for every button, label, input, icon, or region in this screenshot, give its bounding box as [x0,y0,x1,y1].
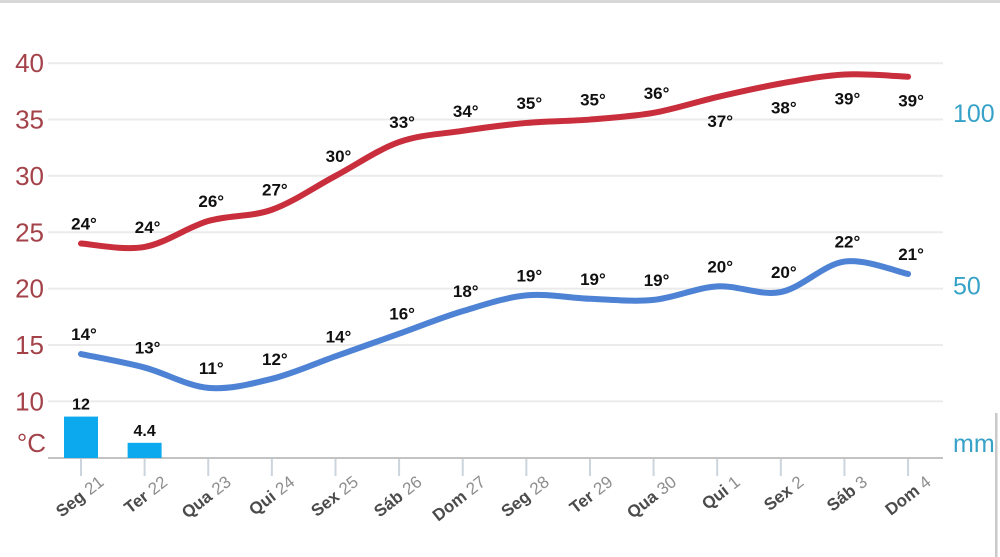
day-name: Qua [178,487,216,523]
x-axis-day-label: Ter22 [121,472,171,517]
day-name: Ter [121,487,153,518]
day-number: 28 [526,472,553,499]
min-temp-label: 21° [898,245,924,264]
day-name: Seg [498,487,534,521]
x-axis-day-label: Seg28 [498,472,553,521]
x-axis-day-label: Qui24 [245,472,298,519]
day-number: 30 [653,472,680,499]
max-temp-label: 34° [453,102,479,121]
x-axis-day-label: Qua23 [178,472,235,522]
day-number: 23 [208,472,235,499]
vertical-scrollbar-thumb[interactable] [995,413,998,557]
day-name: Sex [308,487,344,521]
max-temp-label: 36° [644,84,670,103]
day-number: 29 [590,472,617,499]
y-axis-right-tick-label: 100 [953,100,995,128]
max-temp-label: 26° [198,192,224,211]
day-number: 27 [463,472,490,499]
x-axis-day-label: Seg21 [52,472,107,521]
precip-bar [127,442,162,458]
min-temp-line [78,258,912,392]
y-axis-left-tick-label: 40 [15,48,44,78]
y-axis-left-tick-label: 35 [15,105,44,135]
x-axis-day-label: Dom4 [882,472,935,519]
min-temp-label: 22° [835,233,861,252]
min-temp-label: 13° [135,339,161,358]
min-temp-label: 19° [644,271,670,290]
x-axis-day-label: Sáb3 [823,472,871,515]
x-axis-day-label: Qui1 [698,472,743,513]
min-temp-label: 20° [771,263,797,282]
day-name: Sáb [823,481,859,515]
max-temp-label: 24° [71,215,97,234]
max-temp-label: 24° [135,218,161,237]
y-axis-left-unit: °C [17,428,46,458]
day-name: Ter [566,487,598,518]
y-axis-left-tick-label: 30 [15,161,44,191]
x-axis-day-label: Sex25 [308,472,362,520]
min-temp-label: 11° [199,359,224,378]
max-temp-label: 39° [835,89,861,108]
precip-bar-label: 12 [72,397,90,414]
min-temp-label: 14° [71,325,97,344]
y-axis-right-tick-label: 50 [953,273,981,301]
day-name: Qui [245,487,279,519]
day-number: 22 [144,472,171,499]
y-axis-left-tick-label: 20 [15,274,44,304]
min-temp-label: 19° [580,270,606,289]
x-axis-day-label: Ter29 [566,472,616,517]
max-temp-label: 27° [262,181,288,200]
day-name: Qua [623,487,661,523]
max-temp-label: 35° [516,94,542,113]
y-axis-left-tick-label: 15 [15,330,44,360]
max-temp-label: 33° [389,113,415,132]
min-temp-label: 14° [326,327,352,346]
max-temp-line [78,71,912,252]
x-axis-day-label: Sáb26 [370,472,425,521]
y-axis-right-unit: mm [953,430,995,458]
min-temp-label: 12° [262,350,288,369]
day-number: 25 [335,472,362,499]
day-name: Dom [882,481,923,519]
x-axis-day-label: Qua30 [623,472,680,522]
max-temp-label: 38° [771,98,797,117]
top-border-line [0,0,1000,3]
day-name: Sex [760,481,796,515]
min-temp-label: 18° [453,282,479,301]
min-temp-label: 16° [389,305,415,324]
day-name: Sáb [370,487,406,521]
min-temp-label: 19° [516,266,542,285]
precip-bar [64,416,98,458]
day-number: 21 [81,472,108,499]
max-temp-label: 37° [707,112,733,131]
day-name: Seg [52,487,88,521]
day-name: Qui [698,481,732,513]
x-axis-day-label: Dom27 [429,472,489,525]
max-temp-label: 35° [580,91,606,110]
day-number: 26 [399,472,426,499]
x-axis-day-label: Sex2 [760,472,807,515]
precip-bar-label: 4.4 [133,423,155,440]
y-axis-left-tick-label: 25 [15,217,44,247]
day-number: 24 [272,472,299,499]
max-temp-label: 30° [326,147,352,166]
max-temp-label: 39° [898,92,924,111]
day-name: Dom [429,487,470,525]
min-temp-label: 20° [707,257,733,276]
y-axis-left-tick-label: 10 [15,386,44,416]
